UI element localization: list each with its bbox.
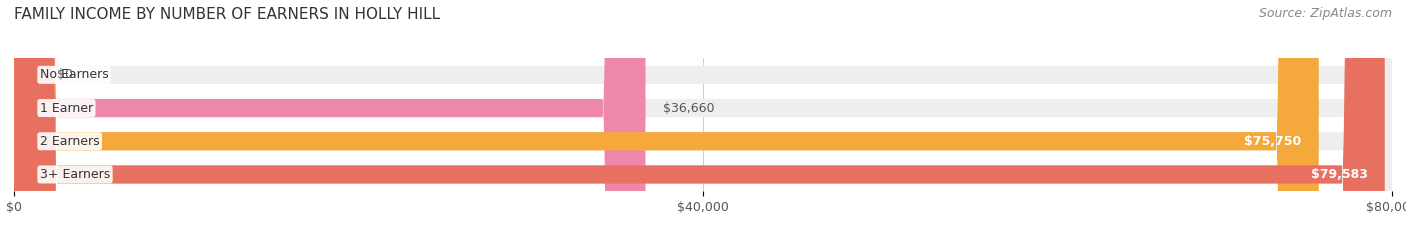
FancyBboxPatch shape: [14, 0, 1319, 233]
FancyBboxPatch shape: [14, 0, 1392, 233]
Text: FAMILY INCOME BY NUMBER OF EARNERS IN HOLLY HILL: FAMILY INCOME BY NUMBER OF EARNERS IN HO…: [14, 7, 440, 22]
Text: $79,583: $79,583: [1310, 168, 1368, 181]
Text: No Earners: No Earners: [39, 68, 108, 81]
FancyBboxPatch shape: [14, 0, 1392, 233]
Text: 1 Earner: 1 Earner: [39, 102, 93, 115]
Text: 2 Earners: 2 Earners: [39, 135, 100, 148]
Text: $75,750: $75,750: [1244, 135, 1302, 148]
Text: 3+ Earners: 3+ Earners: [39, 168, 110, 181]
Text: $0: $0: [58, 68, 73, 81]
FancyBboxPatch shape: [14, 0, 1392, 233]
Text: Source: ZipAtlas.com: Source: ZipAtlas.com: [1258, 7, 1392, 20]
Text: $36,660: $36,660: [662, 102, 714, 115]
FancyBboxPatch shape: [14, 0, 1392, 233]
FancyBboxPatch shape: [14, 0, 645, 233]
FancyBboxPatch shape: [14, 0, 1385, 233]
